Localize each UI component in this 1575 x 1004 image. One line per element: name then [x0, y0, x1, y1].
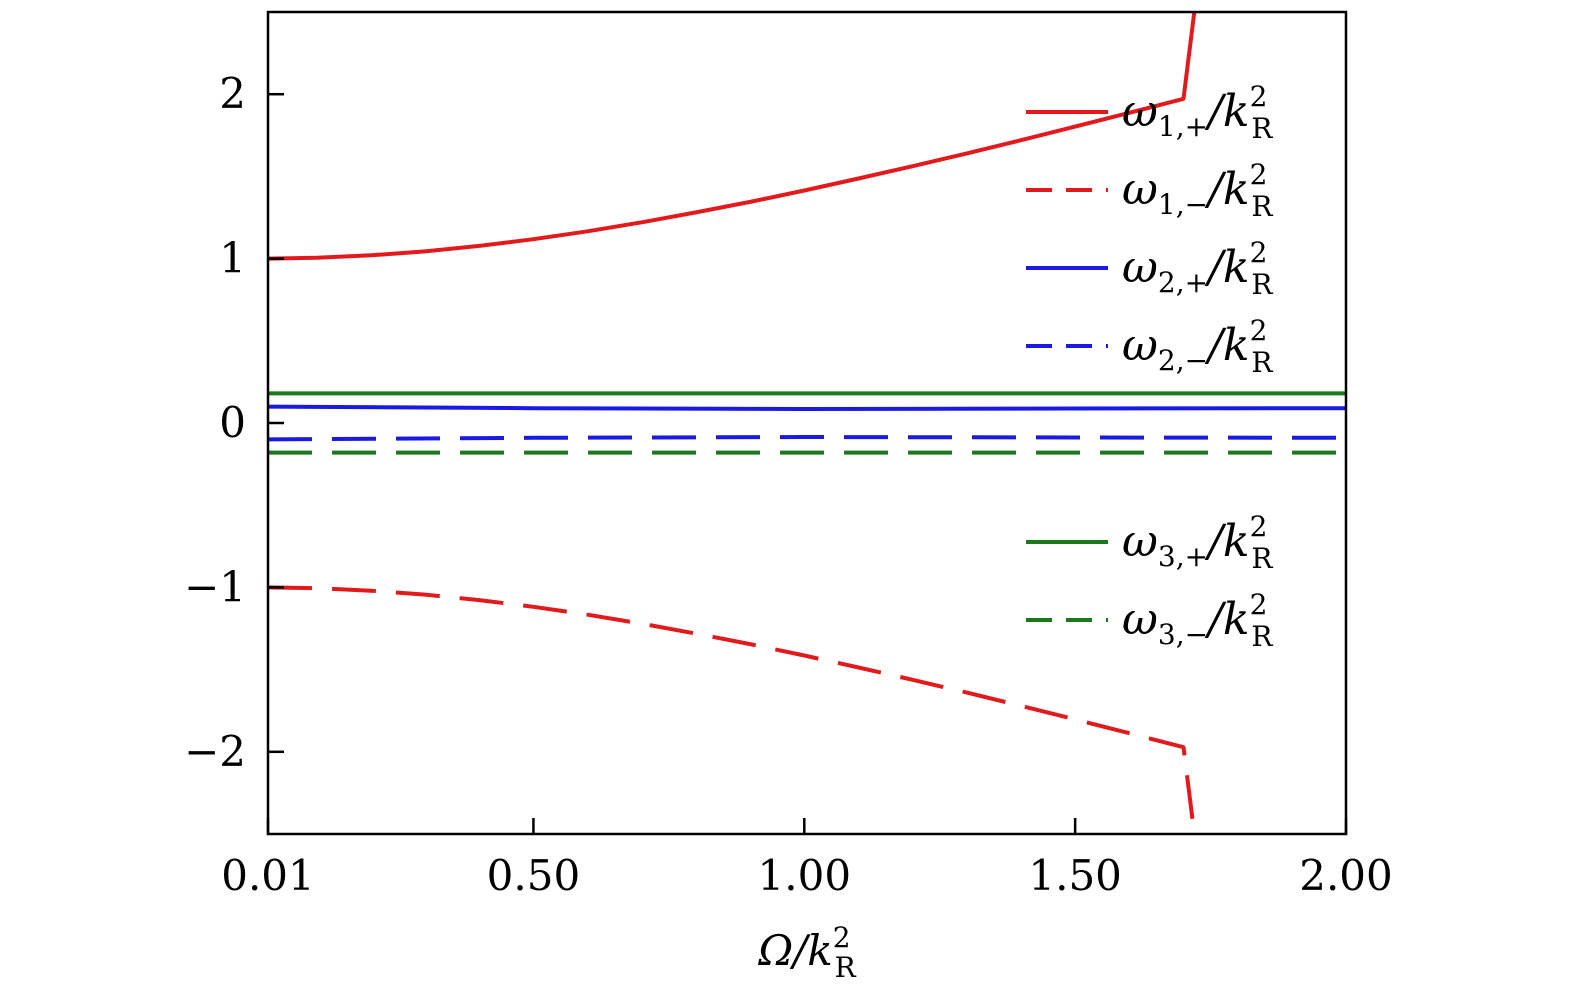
legend-label-1: ω1,+/k2 R — [1122, 80, 1273, 145]
legend-label-3: ω2,+/k2 R — [1122, 236, 1273, 301]
series-line-3 — [268, 404, 1346, 411]
x-tick-label: 0.01 — [221, 851, 315, 900]
y-tick-label: 0 — [219, 398, 246, 447]
legend-label-4: ω2,−/k2 R — [1122, 314, 1273, 379]
legend-label-2: ω1,−/k2 R — [1122, 158, 1273, 223]
x-tick-label: 0.50 — [487, 851, 581, 900]
series-line-2 — [268, 585, 1197, 834]
y-tick-label: 1 — [219, 234, 246, 283]
x-tick-label: 1.50 — [1028, 851, 1122, 900]
series-line-4 — [268, 435, 1346, 442]
legend: ω1,+/k2 R ω1,−/k2 R ω2,+/k2 R ω2,−/k2 R ω3,+/k2 R… — [1026, 80, 1273, 653]
x-tick-label: 2.00 — [1299, 851, 1393, 900]
legend-label-6: ω3,−/k2 R — [1122, 588, 1273, 653]
x-axis-label: Ω/k2 R — [757, 921, 856, 984]
legend-label-5: ω3,+/k2 R — [1122, 510, 1273, 575]
series-line-1 — [268, 12, 1197, 261]
x-tick-label: 1.00 — [758, 851, 852, 900]
y-tick-label: −1 — [184, 562, 246, 611]
y-tick-label: 2 — [219, 69, 246, 118]
y-tick-label: −2 — [184, 727, 246, 776]
ticks-layer: 0.01 0.50 1.00 1.50 2.00 −2 −1 0 1 2 — [184, 69, 1393, 900]
series-layer — [268, 12, 1346, 834]
